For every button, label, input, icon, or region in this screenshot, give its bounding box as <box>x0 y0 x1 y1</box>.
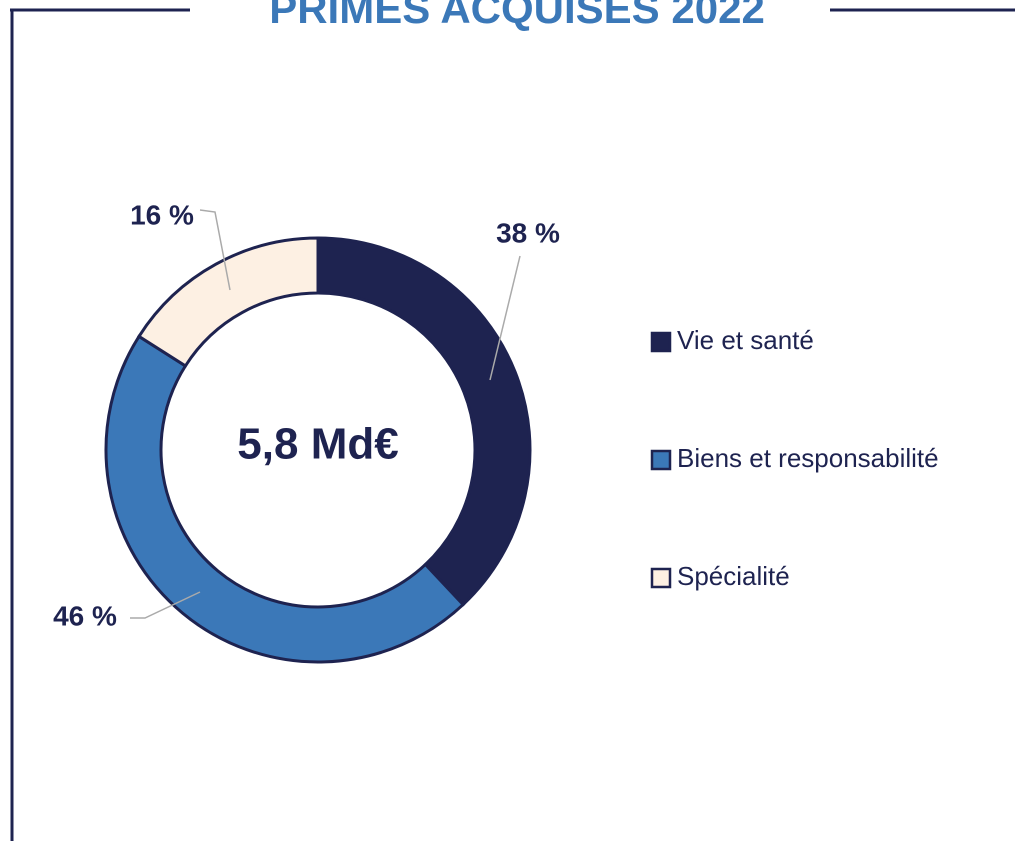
data-label: 38 % <box>496 217 560 248</box>
leader-line <box>489 255 521 381</box>
donut-segment <box>316 236 532 607</box>
data-label: 16 % <box>130 199 194 230</box>
legend-label: Vie et santé <box>677 325 814 355</box>
center-label: 5,8 Md€ <box>237 420 398 469</box>
legend-label: Biens et responsabilité <box>677 443 939 473</box>
leader-line <box>130 591 201 619</box>
data-label: 46 % <box>53 600 117 631</box>
legend-label: Spécialité <box>677 561 790 591</box>
donut-segment <box>104 334 466 664</box>
chart-title: PRIMES ACQUISES 2022 <box>269 0 765 32</box>
leader-line <box>199 209 231 291</box>
legend-swatch <box>650 567 672 589</box>
legend-swatch <box>650 331 672 353</box>
legend-swatch <box>650 449 672 471</box>
donut-segment <box>136 236 320 368</box>
